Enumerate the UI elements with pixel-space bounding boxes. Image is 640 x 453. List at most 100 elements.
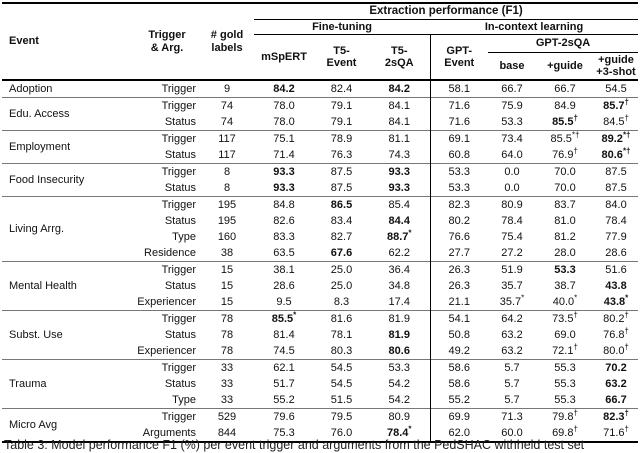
f1-value-cell: 25.0 — [314, 261, 369, 278]
gold-label-count: 74 — [200, 97, 254, 114]
f1-value-cell: 78.4 — [605, 215, 627, 227]
f1-value-cell: 51.9 — [488, 261, 536, 278]
f1-value-cell: 78.0 — [254, 97, 314, 114]
f1-value-cell: 77.9 — [605, 231, 627, 243]
f1-value-cell: 66.7 — [554, 83, 576, 95]
f1-value-cell: 58.6 — [429, 359, 488, 376]
f1-value-cell: 76.6 — [429, 229, 488, 245]
f1-value-cell: 71.3 — [488, 408, 536, 425]
f1-value-cell: 93.3 — [254, 163, 314, 180]
f1-value-cell: 69.1 — [429, 130, 488, 147]
significance-marker: † — [624, 310, 629, 320]
f1-value-cell: 84.0 — [594, 196, 639, 213]
f1-value-cell: 8.3 — [333, 296, 350, 308]
table-row: Status 33 51.7 54.5 54.2 58.6 5.7 55.3 63.2 — [2, 376, 638, 392]
f1-value-cell: 93.3 — [388, 182, 410, 194]
significance-marker: † — [573, 424, 578, 434]
trigger-arg-label: Experiencer — [137, 296, 196, 308]
f1-value-cell: 81.6 — [314, 310, 369, 327]
table-row: Employment Trigger 117 75.1 78.9 81.1 69.1 73.4… — [2, 130, 639, 164]
col-header-guide-3shot: +guide +3-shot — [596, 53, 636, 79]
gold-label-count: 38 — [220, 247, 234, 259]
trigger-arg-label: Status — [164, 116, 196, 128]
f1-value-cell: 63.5 — [273, 247, 295, 259]
f1-value-cell: 84.1 — [388, 116, 410, 128]
gold-label-count: 15 — [200, 261, 254, 278]
f1-value-cell: 93.3 — [273, 182, 295, 194]
gold-label-count: 15 — [220, 280, 234, 292]
f1-value-cell: 58.6 — [429, 376, 488, 392]
significance-marker: * — [625, 293, 629, 303]
f1-value-cell: 84.5† — [603, 113, 629, 128]
f1-value-cell: 27.7 — [429, 245, 488, 262]
f1-value-cell: 60.0 — [501, 427, 523, 439]
trigger-arg-label: Status — [164, 280, 196, 292]
f1-value-cell: 82.3† — [594, 408, 639, 425]
trigger-arg-label: Status — [164, 215, 196, 227]
trigger-arg-label: Status — [164, 378, 196, 390]
f1-value-cell: 62.2 — [388, 247, 410, 259]
table-row: Arguments 844 75.3 76.0 78.4* 62.0 60.0 69.8† 71… — [2, 425, 638, 442]
col-header-trigger-arg: Trigger & Arg. — [148, 29, 186, 54]
f1-value-cell: 55.3 — [554, 394, 576, 406]
col-header-t5-2sqa: T5- 2sQA — [384, 44, 414, 70]
f1-value-cell: 53.3 — [369, 359, 430, 376]
event-label: Micro Avg — [2, 408, 134, 442]
table-row: Status 74 78.0 79.1 84.1 71.6 53.3 85.5† 84.5† — [2, 114, 638, 131]
col-header-event: Event — [9, 35, 39, 48]
group-header-fine-tuning: Fine-tuning — [254, 19, 430, 35]
trigger-arg-label: Trigger — [134, 261, 200, 278]
f1-value-cell: 53.3 — [429, 163, 488, 180]
trigger-arg-label: Trigger — [134, 130, 200, 147]
table-row: Subst. Use Trigger 78 85.5* 81.6 81.9 54.1 64.2… — [2, 310, 639, 360]
table-row: Living Arrg. Trigger 195 84.8 86.5 85.4 82.3 80… — [2, 196, 639, 262]
significance-marker: † — [624, 408, 629, 418]
f1-value-cell: 82.3 — [429, 196, 488, 213]
f1-value-cell: 54.2 — [388, 378, 410, 390]
f1-value-cell: 67.6 — [330, 247, 353, 259]
significance-marker: † — [624, 97, 629, 107]
f1-value-cell: 35.7* — [499, 293, 525, 308]
f1-value-cell: 55.3 — [554, 378, 576, 390]
f1-value-cell: 84.1 — [369, 97, 430, 114]
significance-marker: † — [573, 146, 578, 156]
f1-value-cell: 51.6 — [594, 261, 639, 278]
significance-marker: † — [624, 342, 629, 352]
f1-value-cell: 81.4 — [273, 329, 295, 341]
trigger-arg-label: Residence — [144, 247, 196, 259]
f1-value-cell: 80.0† — [603, 342, 629, 357]
f1-value-cell: 55.2 — [273, 394, 295, 406]
f1-value-cell: 64.2 — [488, 310, 536, 327]
f1-value-cell: 93.3 — [369, 163, 430, 180]
event-label: Living Arrg. — [2, 196, 134, 262]
event-label: Food Insecurity — [2, 163, 134, 197]
f1-value-cell: 54.5 — [605, 83, 627, 95]
f1-value-cell: 66.7 — [501, 83, 523, 95]
gold-label-count: 78 — [220, 329, 234, 341]
col-header-gpt-2sqa: GPT-2sQA — [488, 34, 639, 53]
significance-marker: * — [521, 293, 525, 303]
f1-value-cell: 84.4 — [388, 215, 410, 227]
table-row: Food Insecurity Trigger 8 93.3 87.5 93.3 53.3 0… — [2, 163, 639, 197]
gold-label-count: 160 — [217, 231, 237, 243]
gold-label-count: 74 — [220, 116, 234, 128]
table-row: Status 15 28.6 25.0 34.8 26.3 35.7 38.7 43.8 — [2, 278, 638, 294]
f1-value-cell: 70.2 — [594, 359, 639, 376]
significance-marker: † — [573, 342, 578, 352]
f1-value-cell: 81.9 — [369, 310, 430, 327]
col-header-base: base — [499, 59, 525, 72]
gold-label-count: 33 — [220, 394, 234, 406]
f1-value-cell: 53.3 — [536, 261, 594, 278]
f1-value-cell: 72.1† — [552, 342, 578, 357]
significance-marker: *† — [571, 130, 580, 140]
event-label: Trauma — [2, 359, 134, 409]
trigger-arg-label: Status — [164, 182, 196, 194]
f1-value-cell: 9.5 — [276, 296, 292, 308]
f1-value-cell: 87.5 — [594, 163, 639, 180]
f1-value-cell: 70.0 — [536, 163, 594, 180]
f1-value-cell: 54.1 — [429, 310, 488, 327]
trigger-arg-label: Trigger — [134, 163, 200, 180]
f1-value-cell: 58.1 — [429, 80, 488, 98]
f1-value-cell: 26.3 — [429, 278, 488, 294]
gold-label-count: 15 — [220, 296, 234, 308]
